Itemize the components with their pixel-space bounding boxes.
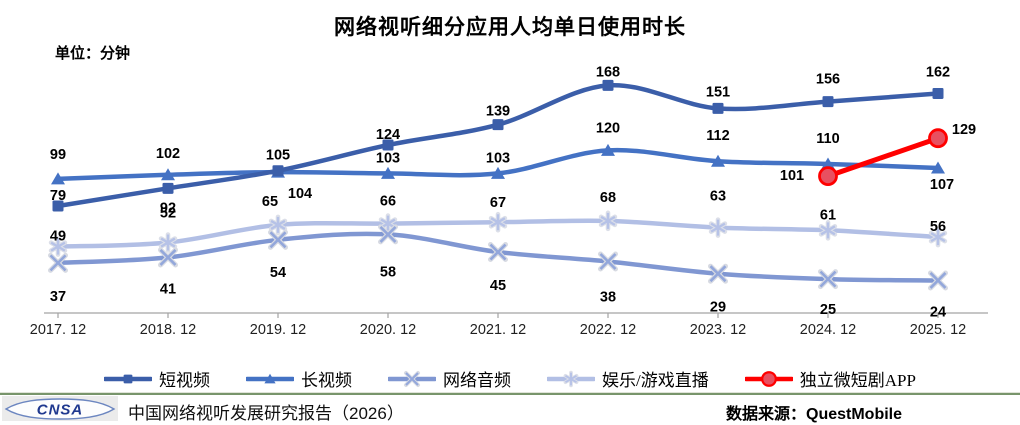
data-label-short-video: 92 xyxy=(160,200,176,216)
data-label-short-video: 151 xyxy=(706,84,730,100)
x-axis-label: 2023. 12 xyxy=(690,322,746,338)
report-title: 中国网络视听发展研究报告（2026） xyxy=(128,404,404,423)
data-label-short-video: 124 xyxy=(376,127,400,143)
series-micro-drama-app xyxy=(818,128,948,187)
x-axis-label: 2017. 12 xyxy=(30,322,86,338)
series-long-video xyxy=(51,143,945,185)
data-label-online-audio: 29 xyxy=(710,300,726,316)
legend-label: 网络音频 xyxy=(443,371,512,390)
data-label-entertainment-game-live: 66 xyxy=(380,194,396,210)
x-axis-label: 2020. 12 xyxy=(360,322,416,338)
x-axis-label: 2019. 12 xyxy=(250,322,306,338)
legend-label: 短视频 xyxy=(159,371,211,390)
unit-label: 单位：分钟 xyxy=(55,45,131,62)
data-label-short-video: 156 xyxy=(816,72,840,88)
data-label-online-audio: 38 xyxy=(600,290,616,306)
cnsa-logo-icon: CNSA xyxy=(4,397,116,420)
cnsa-logo: CNSA xyxy=(2,396,118,421)
data-label-online-audio: 25 xyxy=(820,302,836,318)
legend-x-marker-icon xyxy=(388,370,437,387)
legend-item-long-video: 长视频 xyxy=(246,366,352,391)
x-axis-label: 2021. 12 xyxy=(470,322,526,338)
data-label-entertainment-game-live: 52 xyxy=(160,206,176,222)
data-label-short-video: 79 xyxy=(50,188,66,204)
legend-label: 娱乐/游戏直播 xyxy=(602,371,709,390)
data-label-online-audio: 58 xyxy=(380,264,396,280)
data-label-micro-drama-app: 101 xyxy=(780,168,804,184)
series-entertainment-game-live xyxy=(48,210,948,257)
chart-canvas: 2017. 12 2018. 12 2019. 12 2020. 12 2021. 12… xyxy=(30,64,988,338)
x-axis-label: 2024. 12 xyxy=(800,322,856,338)
data-label-long-video: 112 xyxy=(706,128,729,144)
legend-square-marker-icon xyxy=(104,374,153,383)
data-label-short-video: 105 xyxy=(266,148,290,164)
legend-asterisk-marker-icon xyxy=(547,370,596,387)
x-axis-label: 2018. 12 xyxy=(140,322,196,338)
x-axis-label: 2025. 12 xyxy=(910,322,966,338)
data-source: 数据来源：QuestMobile xyxy=(726,406,903,423)
data-label-short-video: 162 xyxy=(926,65,950,81)
data-label-online-audio: 41 xyxy=(160,281,176,297)
legend-item-micro-drama-app: 独立微短剧APP xyxy=(744,366,916,391)
data-label-micro-drama-app: 129 xyxy=(952,122,976,138)
data-label-long-video: 104 xyxy=(288,186,312,202)
data-label-online-audio: 54 xyxy=(270,265,286,281)
data-label-long-video: 99 xyxy=(50,147,66,163)
chart-title: 网络视听细分应用人均单日使用时长 xyxy=(334,16,686,39)
data-label-long-video: 102 xyxy=(156,146,180,162)
data-label-long-video: 110 xyxy=(816,131,839,147)
data-label-entertainment-game-live: 67 xyxy=(490,195,506,211)
series-online-audio xyxy=(48,224,948,291)
data-label-online-audio: 24 xyxy=(930,305,946,321)
legend: 短视频 长视频 网络音频 娱乐/游戏直播 独立微短剧APP xyxy=(0,366,1020,391)
legend-label: 独立微短剧APP xyxy=(799,371,916,390)
footer-divider xyxy=(0,393,1020,395)
legend-item-short-video: 短视频 xyxy=(104,366,210,391)
data-label-long-video: 107 xyxy=(930,177,954,193)
legend-item-entertainment-game-live: 娱乐/游戏直播 xyxy=(547,366,709,391)
legend-item-online-audio: 网络音频 xyxy=(388,366,511,391)
data-label-entertainment-game-live: 63 xyxy=(710,189,726,205)
series-short-video xyxy=(52,79,944,212)
data-label-entertainment-game-live: 68 xyxy=(600,190,616,206)
data-label-long-video: 103 xyxy=(376,150,400,166)
x-axis-label: 2022. 12 xyxy=(580,322,636,338)
data-label-entertainment-game-live: 56 xyxy=(930,219,946,235)
data-label-short-video: 139 xyxy=(486,104,510,120)
data-label-long-video: 120 xyxy=(596,120,620,136)
data-label-entertainment-game-live: 49 xyxy=(50,229,66,245)
data-label-online-audio: 45 xyxy=(490,278,506,294)
data-label-online-audio: 37 xyxy=(50,289,66,305)
data-label-long-video: 103 xyxy=(486,150,510,166)
legend-circle-marker-icon xyxy=(744,370,793,387)
legend-triangle-marker-icon xyxy=(246,373,295,383)
cnsa-logo-text: CNSA xyxy=(37,401,84,418)
data-label-entertainment-game-live: 65 xyxy=(262,194,278,210)
data-label-short-video: 168 xyxy=(596,64,620,80)
data-label-entertainment-game-live: 61 xyxy=(820,207,836,223)
legend-label: 长视频 xyxy=(301,371,353,390)
